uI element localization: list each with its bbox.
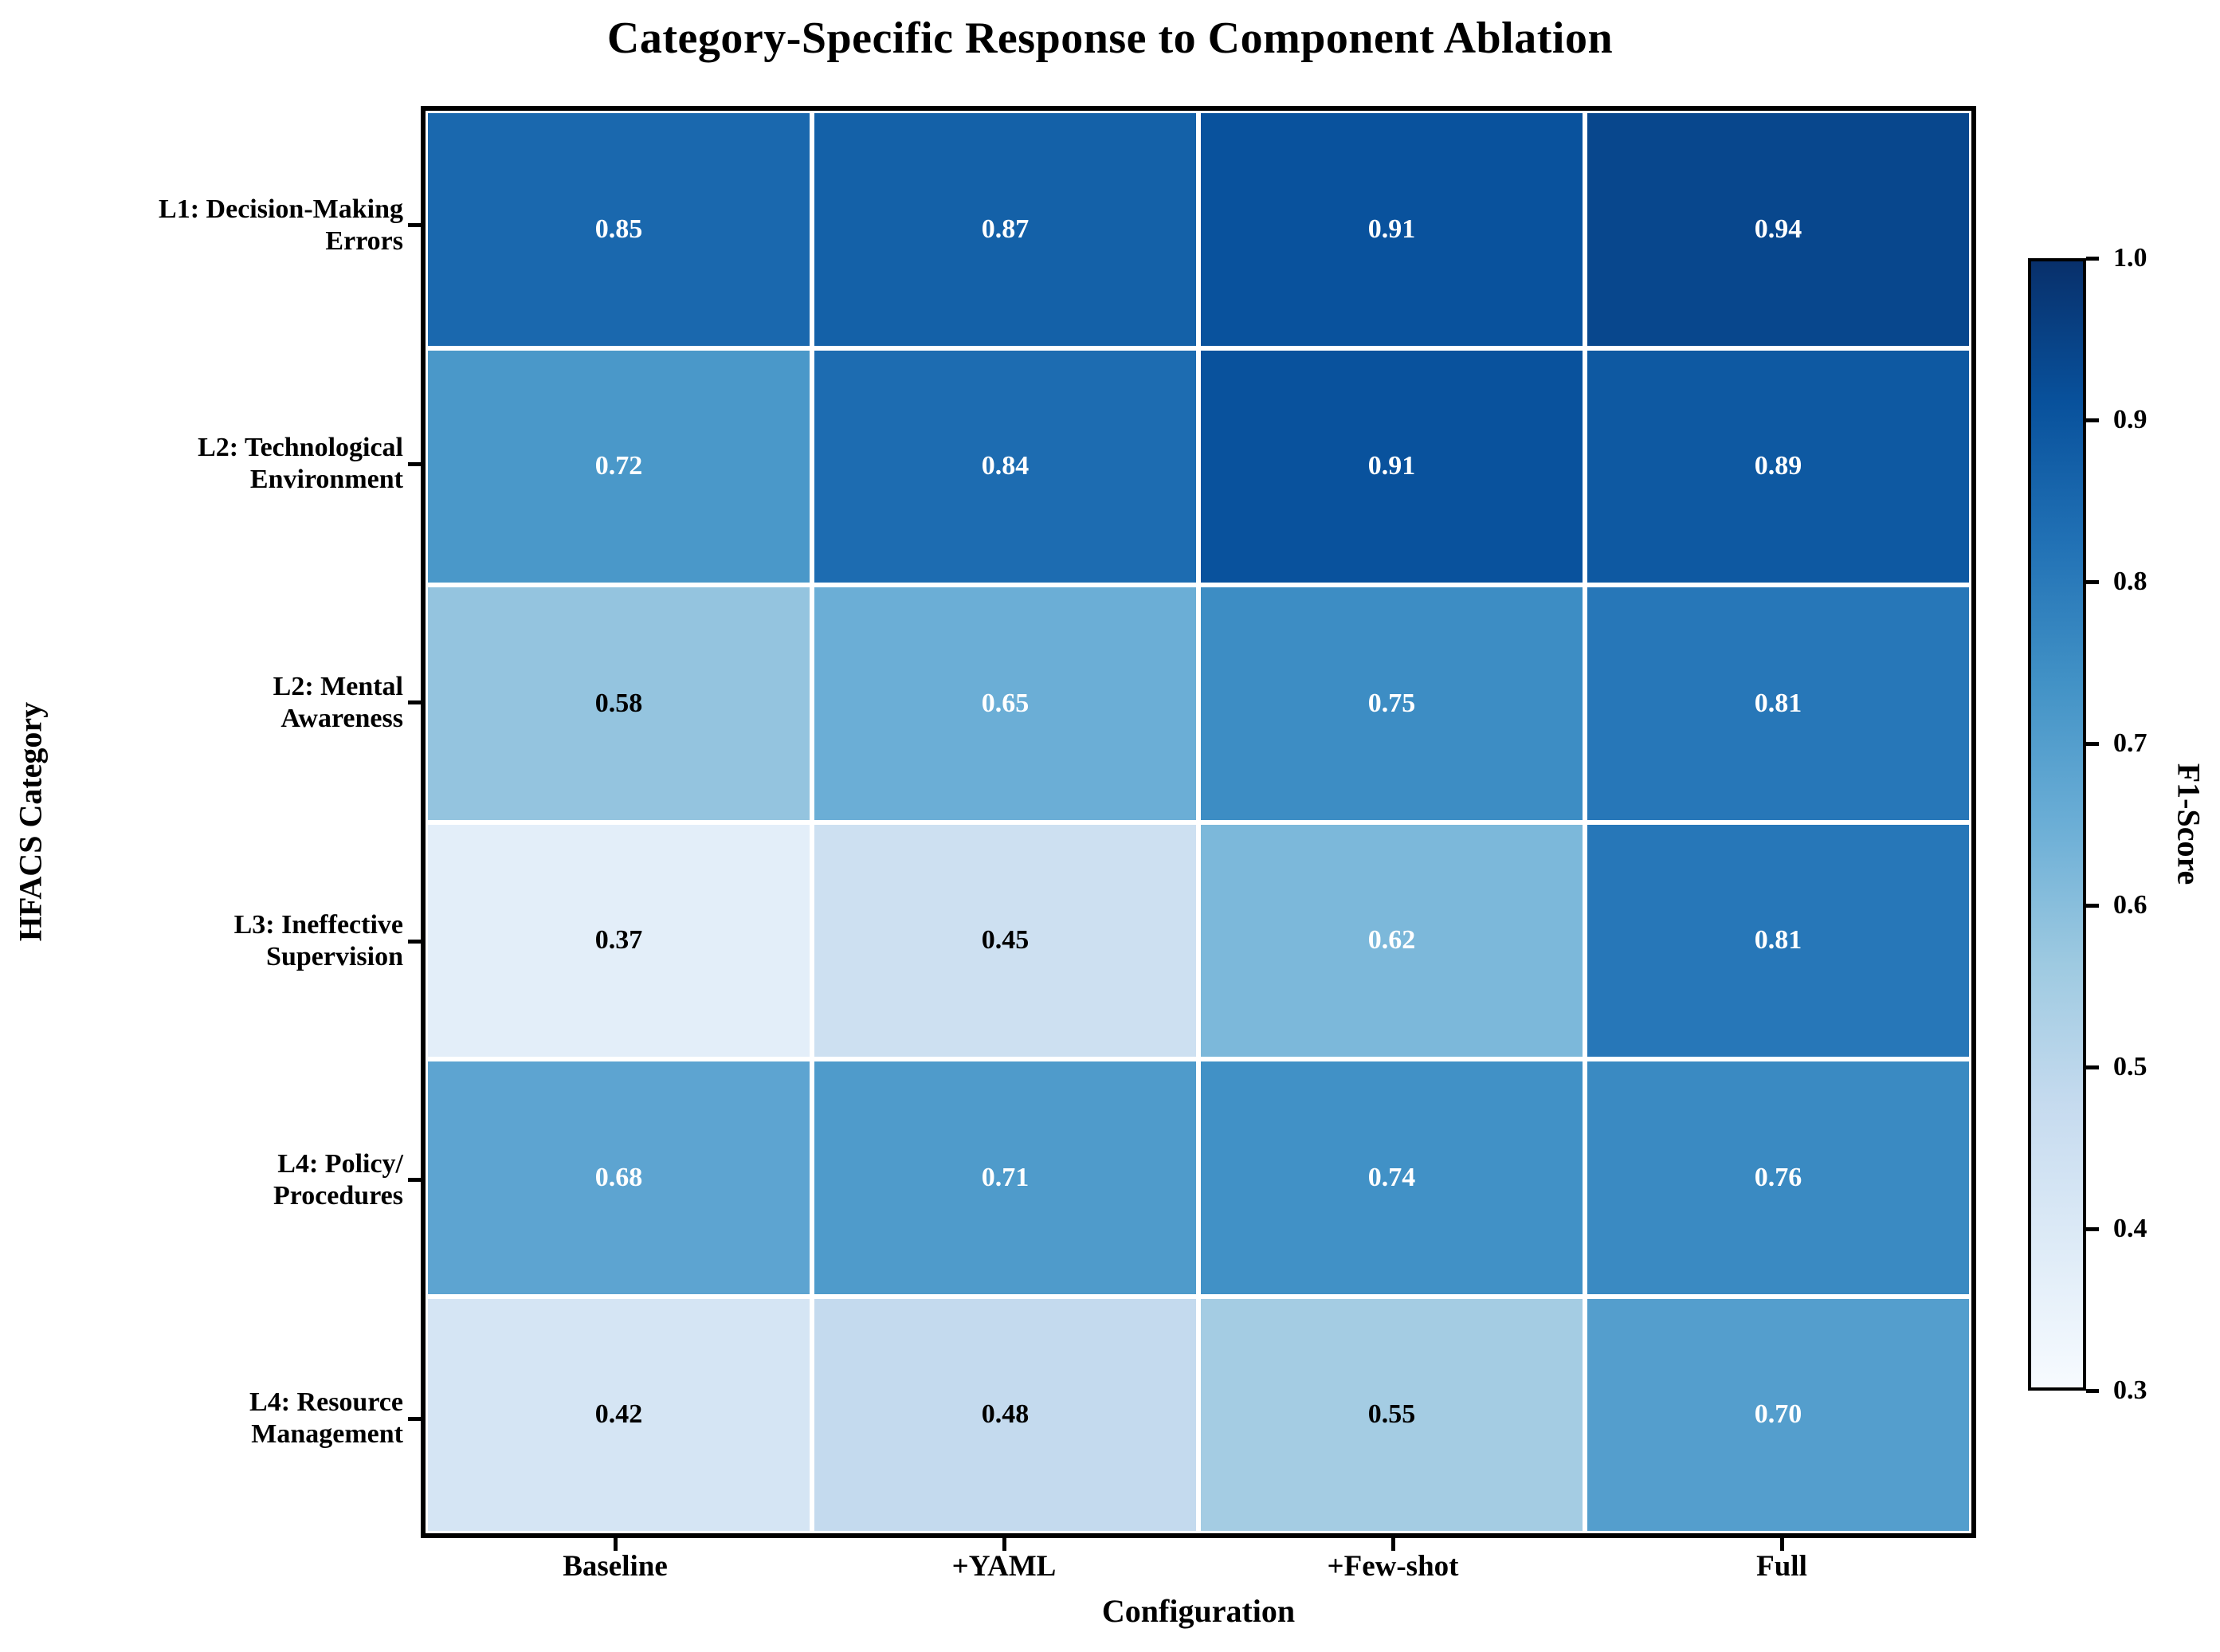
colorbar-tick-mark <box>2086 1226 2099 1231</box>
heatmap-cell: 0.91 <box>1201 113 1583 346</box>
colorbar-tick-mark <box>2086 1065 2099 1069</box>
y-tick-mark <box>408 461 421 466</box>
heatmap-cell: 0.45 <box>814 824 1196 1057</box>
x-tick-label: Baseline <box>563 1550 668 1583</box>
cell-value: 0.37 <box>594 925 643 955</box>
cell-value: 0.42 <box>594 1399 643 1430</box>
heatmap-cell: 0.55 <box>1201 1298 1583 1531</box>
cell-value: 0.55 <box>1367 1399 1416 1430</box>
heatmap-cell: 0.48 <box>814 1298 1196 1531</box>
heatmap-cell: 0.84 <box>814 350 1196 583</box>
x-tick-mark <box>613 1538 618 1551</box>
cell-value: 0.89 <box>1754 451 1802 481</box>
y-tick-label: L2: Mental Awareness <box>273 671 403 733</box>
cell-value: 0.91 <box>1367 451 1416 481</box>
chart-title: Category-Specific Response to Component … <box>606 14 1614 63</box>
cell-value: 0.75 <box>1367 688 1416 718</box>
heatmap-cell: 0.87 <box>814 113 1196 346</box>
colorbar-tick-mark <box>2086 741 2099 746</box>
y-tick-label: L1: Decision-Making Errors <box>159 194 403 256</box>
y-tick-mark <box>408 1416 421 1421</box>
x-tick-mark <box>1390 1538 1395 1551</box>
cell-value: 0.72 <box>594 451 643 481</box>
heatmap-cell: 0.81 <box>1587 587 1969 820</box>
heatmap-cell: 0.74 <box>1201 1061 1583 1294</box>
heatmap-grid: 0.85 0.87 0.91 0.94 0.72 0.84 0.91 0.89 0.58 0.65… <box>426 111 1971 1533</box>
y-tick-mark <box>408 700 421 705</box>
x-axis-label: Configuration <box>1101 1593 1296 1629</box>
colorbar-tick-mark <box>2086 418 2099 422</box>
heatmap-cell: 0.72 <box>428 350 810 583</box>
colorbar-tick-mark <box>2086 903 2099 908</box>
x-tick-label: +Few-shot <box>1327 1550 1459 1583</box>
cell-value: 0.71 <box>981 1162 1030 1192</box>
cell-value: 0.81 <box>1754 688 1802 718</box>
x-tick-label: Full <box>1756 1550 1807 1583</box>
cell-value: 0.87 <box>981 214 1030 244</box>
colorbar-gradient <box>2031 261 2083 1387</box>
colorbar-tick-label: 0.3 <box>2113 1375 2147 1405</box>
heatmap-cell: 0.65 <box>814 587 1196 820</box>
heatmap-cell: 0.81 <box>1587 824 1969 1057</box>
heatmap-cell: 0.91 <box>1201 350 1583 583</box>
cell-value: 0.94 <box>1754 214 1802 244</box>
colorbar-tick-label: 0.6 <box>2113 890 2147 920</box>
y-tick-mark <box>408 223 421 228</box>
colorbar-tick-label: 0.8 <box>2113 567 2147 596</box>
colorbar-tick-mark <box>2086 1388 2099 1393</box>
y-axis-label: HFACS Category <box>12 701 49 942</box>
y-tick-label: L4: Policy/ Procedures <box>273 1148 403 1211</box>
cell-value: 0.76 <box>1754 1162 1802 1192</box>
colorbar-tick-label: 0.9 <box>2113 405 2147 434</box>
cell-value: 0.91 <box>1367 214 1416 244</box>
heatmap-cell: 0.89 <box>1587 350 1969 583</box>
colorbar-tick-label: 1.0 <box>2113 243 2147 273</box>
cell-value: 0.65 <box>981 688 1030 718</box>
cell-value: 0.45 <box>981 925 1030 955</box>
colorbar-label: F1-Score <box>2171 763 2207 885</box>
heatmap-cell: 0.70 <box>1587 1298 1969 1531</box>
colorbar-tick-mark <box>2086 579 2099 584</box>
heatmap-cell: 0.58 <box>428 587 810 820</box>
colorbar-tick-label: 0.5 <box>2113 1052 2147 1081</box>
cell-value: 0.74 <box>1367 1162 1416 1192</box>
y-tick-mark <box>408 1178 421 1183</box>
cell-value: 0.58 <box>594 688 643 718</box>
colorbar-tick-mark <box>2086 256 2099 261</box>
cell-value: 0.62 <box>1367 925 1416 955</box>
colorbar-tick-label: 0.4 <box>2113 1214 2147 1243</box>
x-tick-label: +YAML <box>951 1550 1057 1583</box>
cell-value: 0.48 <box>981 1399 1030 1430</box>
colorbar-tick-label: 0.7 <box>2113 728 2147 758</box>
cell-value: 0.84 <box>981 451 1030 481</box>
heatmap-plot: 0.85 0.87 0.91 0.94 0.72 0.84 0.91 0.89 0.58 0.65… <box>421 106 1976 1538</box>
heatmap-cell: 0.75 <box>1201 587 1583 820</box>
y-tick-label: L3: Ineffective Supervision <box>233 910 403 972</box>
y-tick-mark <box>408 939 421 944</box>
heatmap-cell: 0.42 <box>428 1298 810 1531</box>
y-tick-label: L4: Resource Management <box>249 1387 403 1450</box>
heatmap-cell: 0.62 <box>1201 824 1583 1057</box>
x-tick-mark <box>1779 1538 1784 1551</box>
cell-value: 0.68 <box>594 1162 643 1192</box>
cell-value: 0.81 <box>1754 925 1802 955</box>
x-tick-mark <box>1002 1538 1006 1551</box>
heatmap-cell: 0.37 <box>428 824 810 1057</box>
heatmap-cell: 0.71 <box>814 1061 1196 1294</box>
y-tick-label: L2: Technological Environment <box>198 433 403 495</box>
heatmap-cell: 0.76 <box>1587 1061 1969 1294</box>
heatmap-cell: 0.68 <box>428 1061 810 1294</box>
heatmap-cell: 0.94 <box>1587 113 1969 346</box>
colorbar <box>2028 258 2086 1391</box>
cell-value: 0.70 <box>1754 1399 1802 1430</box>
heatmap-cell: 0.85 <box>428 113 810 346</box>
cell-value: 0.85 <box>594 214 643 244</box>
